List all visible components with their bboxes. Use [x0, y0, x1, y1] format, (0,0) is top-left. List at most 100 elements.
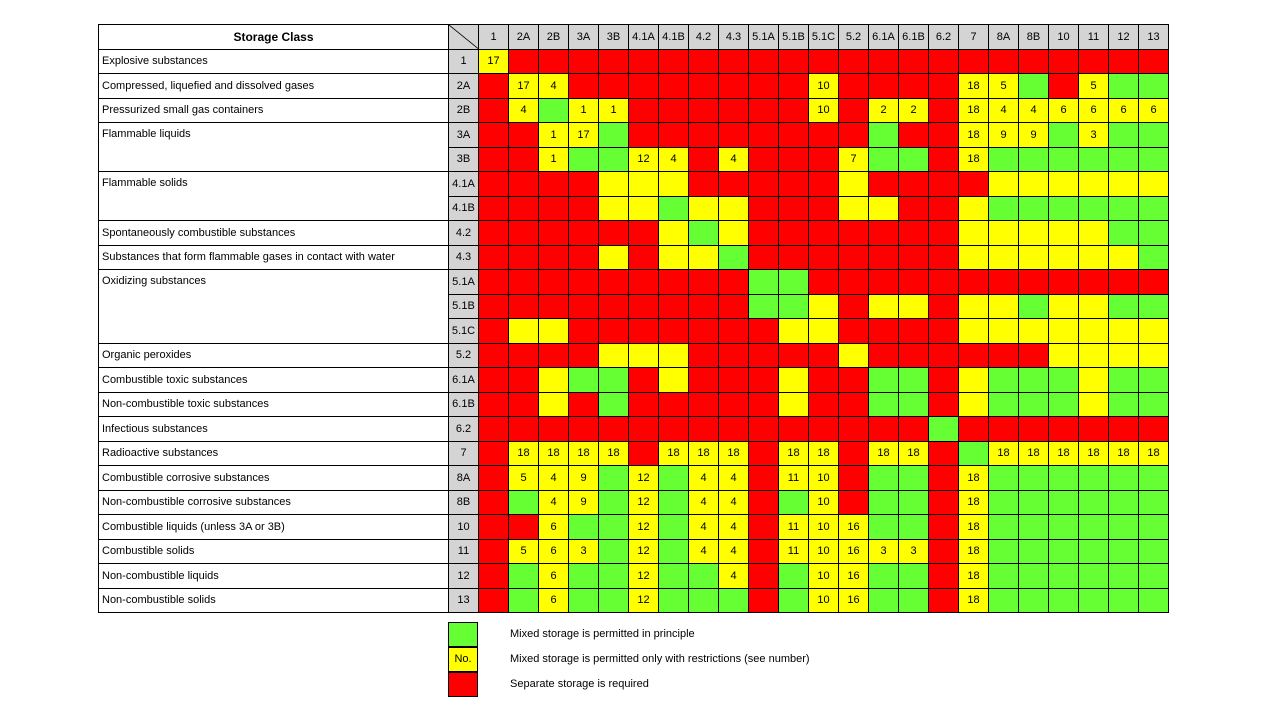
- cell-restricted: [958, 293, 989, 319]
- cell-permitted: [1048, 146, 1079, 172]
- cell-restricted: 12: [628, 538, 659, 564]
- cell-restricted: 7: [838, 146, 869, 172]
- cell-restricted: [958, 220, 989, 246]
- cell-separate: [718, 48, 749, 74]
- cell-permitted: [868, 367, 899, 393]
- cell-separate: [538, 342, 569, 368]
- cell-permitted: [1018, 514, 1049, 540]
- row-class-code: 2B: [448, 97, 479, 123]
- cell-restricted: 2: [898, 97, 929, 123]
- cell-restricted: 9: [988, 122, 1019, 148]
- cell-separate: [928, 440, 959, 466]
- cell-separate: [628, 73, 659, 99]
- legend-text: Separate storage is required: [510, 678, 649, 690]
- table-row: 4.1B: [99, 195, 1169, 221]
- cell-separate: [988, 48, 1019, 74]
- cell-permitted: [598, 367, 629, 393]
- cell-separate: [658, 48, 689, 74]
- cell-permitted: [598, 489, 629, 515]
- cell-restricted: 18: [898, 440, 929, 466]
- storage-class-name: Non-combustible toxic substances: [98, 391, 449, 417]
- column-header: 8B: [1018, 24, 1049, 50]
- storage-class-name: Flammable solids: [98, 171, 449, 221]
- cell-restricted: [1078, 171, 1109, 197]
- cell-separate: [958, 269, 989, 295]
- cell-separate: [838, 73, 869, 99]
- cell-restricted: [628, 195, 659, 221]
- cell-restricted: 16: [838, 514, 869, 540]
- cell-separate: [868, 244, 899, 270]
- cell-separate: [928, 514, 959, 540]
- cell-permitted: [1138, 489, 1169, 515]
- cell-restricted: [1138, 342, 1169, 368]
- legend-swatch: [448, 672, 478, 697]
- cell-separate: [868, 48, 899, 74]
- cell-restricted: 6: [1078, 97, 1109, 123]
- cell-separate: [748, 73, 779, 99]
- cell-permitted: [598, 391, 629, 417]
- cell-permitted: [1048, 195, 1079, 221]
- cell-restricted: 11: [778, 514, 809, 540]
- cell-permitted: [598, 538, 629, 564]
- cell-separate: [508, 342, 539, 368]
- cell-separate: [628, 416, 659, 442]
- cell-separate: [928, 391, 959, 417]
- cell-restricted: 18: [778, 440, 809, 466]
- cell-separate: [778, 48, 809, 74]
- cell-permitted: [988, 563, 1019, 589]
- cell-restricted: 5: [508, 538, 539, 564]
- cell-separate: [658, 293, 689, 319]
- row-class-code: 8A: [448, 465, 479, 491]
- cell-separate: [718, 391, 749, 417]
- cell-separate: [1048, 269, 1079, 295]
- cell-restricted: 6: [538, 538, 569, 564]
- cell-permitted: [598, 563, 629, 589]
- cell-permitted: [1078, 563, 1109, 589]
- cell-permitted: [1018, 538, 1049, 564]
- column-header: 3A: [568, 24, 599, 50]
- cell-permitted: [1108, 293, 1139, 319]
- cell-separate: [568, 244, 599, 270]
- table-row: Spontaneously combustible substances 4.2: [98, 220, 1169, 246]
- cell-restricted: 1: [598, 97, 629, 123]
- cell-separate: [838, 293, 869, 319]
- cell-permitted: [508, 489, 539, 515]
- cell-permitted: [1048, 587, 1079, 613]
- table-row: Radioactive substances 7 18 18 18 18 18 18 18 18 1…: [98, 440, 1169, 466]
- cell-separate: [688, 146, 719, 172]
- cell-separate: [838, 465, 869, 491]
- cell-separate: [1078, 416, 1109, 442]
- cell-restricted: 4: [688, 489, 719, 515]
- cell-separate: [478, 563, 509, 589]
- cell-separate: [478, 293, 509, 319]
- cell-separate: [748, 171, 779, 197]
- cell-separate: [718, 122, 749, 148]
- cell-permitted: [898, 465, 929, 491]
- cell-separate: [658, 122, 689, 148]
- legend-item: No. Mixed storage is permitted only with …: [448, 647, 1048, 672]
- cell-restricted: 6: [1138, 97, 1169, 123]
- cell-restricted: [628, 342, 659, 368]
- cell-permitted: [1138, 367, 1169, 393]
- table-row: Substances that form flammable gases in …: [98, 244, 1169, 270]
- cell-permitted: [1018, 367, 1049, 393]
- cell-permitted: [1018, 563, 1049, 589]
- cell-permitted: [1138, 563, 1169, 589]
- cell-separate: [1108, 269, 1139, 295]
- cell-separate: [598, 269, 629, 295]
- cell-separate: [478, 195, 509, 221]
- legend-item: Separate storage is required: [448, 672, 1048, 697]
- cell-permitted: [1138, 73, 1169, 99]
- cell-restricted: 18: [958, 538, 989, 564]
- column-header: 3B: [598, 24, 629, 50]
- cell-separate: [928, 122, 959, 148]
- cell-permitted: [898, 367, 929, 393]
- cell-permitted: [568, 367, 599, 393]
- cell-permitted: [1108, 195, 1139, 221]
- cell-restricted: 17: [568, 122, 599, 148]
- storage-class-name: Combustible liquids (unless 3A or 3B): [98, 514, 449, 540]
- cell-restricted: 12: [628, 514, 659, 540]
- cell-separate: [928, 563, 959, 589]
- cell-restricted: [868, 293, 899, 319]
- cell-separate: [508, 391, 539, 417]
